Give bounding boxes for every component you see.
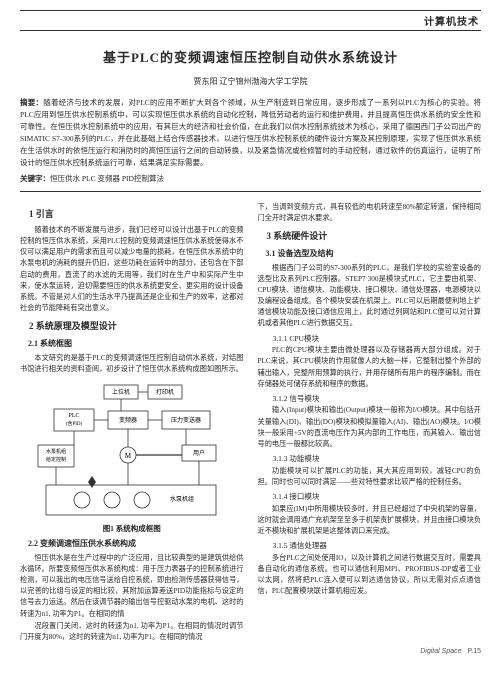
article-author: 贾东阳 辽宁锦州渤海大学工学院 xyxy=(20,76,481,87)
fig-label: PLC xyxy=(68,413,79,419)
heading-314: 3.1.4 接口模块 xyxy=(258,491,482,503)
fig-label: 上位机 xyxy=(112,388,130,396)
heading-3: 3 系统硬件设计 xyxy=(258,230,482,244)
fig-label: 压力变送器 xyxy=(171,416,201,424)
heading-1: 1 引言 xyxy=(20,208,244,222)
fig-label: 给定控制 xyxy=(46,456,66,463)
left-column: 1 引言 随着技术的不断发展与进步，我们已经可以设计出基于PLC的变频控制的恒压… xyxy=(20,202,244,644)
page-footer: Digital Space P.15 xyxy=(20,648,481,655)
heading-313: 3.1.3 功能模块 xyxy=(258,453,482,465)
heading-312: 3.1.2 信号模块 xyxy=(258,393,482,405)
category-label: 计算机技术 xyxy=(20,13,481,28)
figure-1: 上位机 打印机 PLC (含PID) 变频器 压力变送器 xyxy=(20,381,244,521)
para: 随着技术的不断发展与进步，我们已经可以设计出基于PLC的变频控制的恒压供水系统，… xyxy=(20,225,244,314)
para: 况段置门关闭，这时的转速为n1, 功率为P1。在相同的情况时调节门开度为80%，… xyxy=(20,621,244,643)
heading-22: 2.2 变频调速恒压供水系统构成 xyxy=(20,538,244,550)
article-title: 基于PLC的变频调速恒压控制自动供水系统设计 xyxy=(20,47,481,66)
abstract-block: 摘要：随着经济与技术的发展，对PLC的应用不断扩大到各个领域，从生产制造到日常应… xyxy=(20,97,481,169)
para: 本文研究的是基于PLC的变频调速恒压控制自动供水系统，对结图书馆进行相关的资料查… xyxy=(20,353,244,375)
heading-2: 2 系统原理及模型设计 xyxy=(20,320,244,334)
fig-label: 水泵机组 xyxy=(170,495,194,503)
fig-label: 用户 xyxy=(193,449,205,457)
heading-21: 2.1 系统框图 xyxy=(20,338,244,350)
para: 下，当调到变频方式，具有较低的电机转速至80%额定转速，保持相同门全开时满足供水… xyxy=(258,202,482,224)
keywords-block: 关键字：恒压供水 PLC 变频器 PID控制算法 xyxy=(20,173,481,185)
right-column: 下，当调到变频方式，具有较低的电机转速至80%额定转速，保持相同门全开时满足供水… xyxy=(258,202,482,644)
keywords-label: 关键字： xyxy=(20,174,50,183)
fig-label: 变频器 xyxy=(119,416,137,424)
para: 恒压供水是在生产过程中的广泛应用，且比较典型的是建筑供给供水循环。所要变频恒压供… xyxy=(20,553,244,620)
para: 多台PLC之间处使用IO，以及计算机之间进行数据交互时，需要具备自动化的通信系统… xyxy=(258,553,482,598)
heading-315: 3.1.5 通信处理器 xyxy=(258,540,482,552)
heading-31: 3.1 设备选型及结构 xyxy=(258,248,482,260)
abstract-text: 随着经济与技术的发展，对PLC的应用不断扩大到各个领域，从生产制造到日常应用，逐… xyxy=(20,98,481,167)
keywords-text: 恒压供水 PLC 变频器 PID控制算法 xyxy=(50,174,164,183)
page-number: P.15 xyxy=(468,648,482,655)
fig-label: (含PID) xyxy=(66,420,83,427)
para: 根据西门子公司的S7-300系列的PLC，是我们学校的实验室设备的选型比及系列P… xyxy=(258,263,482,330)
para: 如果应(IM)中所用模块较多时，并且已经超过了中央机架的容量，这时就会调用通广充… xyxy=(258,504,482,537)
para: 输入(Input)模块和输出(Output)模块一般称为I/O模块。其中包括开关… xyxy=(258,405,482,450)
fig-label: M xyxy=(125,452,132,460)
fig-label: 水泵机组 xyxy=(46,448,66,455)
figure-caption: 图1 系统构成框图 xyxy=(20,523,244,535)
para: 功能模块可以扩展PLC的功能，其大其应用到较，减轻CPU的负担。同时也可以同时满… xyxy=(258,466,482,488)
fig-label: 打印机 xyxy=(156,388,174,396)
para: PLC的CPU模块主要由微处理器以及存储器两大部分组成。对于PLC来说，其CPU… xyxy=(258,345,482,390)
journal-name: Digital Space xyxy=(420,648,461,655)
abstract-label: 摘要： xyxy=(20,98,43,107)
heading-311: 3.1.1 CPU模块 xyxy=(258,333,482,345)
